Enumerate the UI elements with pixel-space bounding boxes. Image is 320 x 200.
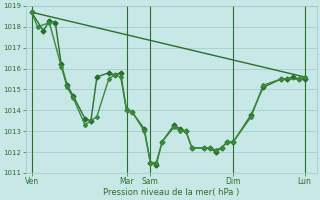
X-axis label: Pression niveau de la mer( hPa ): Pression niveau de la mer( hPa ) bbox=[103, 188, 239, 197]
